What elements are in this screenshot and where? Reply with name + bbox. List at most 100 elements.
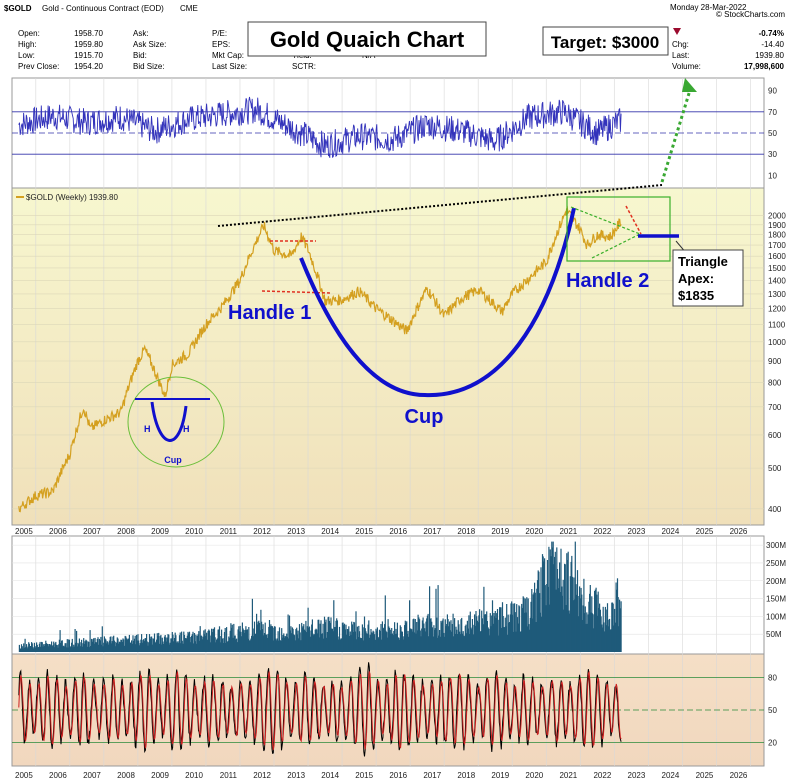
- volume-bar: [51, 646, 53, 652]
- volume-bar: [164, 635, 166, 652]
- volume-bar: [100, 636, 102, 652]
- volume-bar: [102, 646, 104, 652]
- volume-bar: [121, 642, 123, 652]
- volume-bar: [130, 642, 132, 652]
- volume-bar: [393, 630, 395, 652]
- volume-bar: [68, 639, 70, 652]
- volume-bar: [253, 628, 255, 652]
- volume-bar: [308, 627, 310, 652]
- volume-bar: [489, 635, 491, 652]
- volume-bar: [77, 642, 79, 652]
- volume-bar: [186, 635, 188, 652]
- volume-bar: [609, 629, 611, 652]
- volume-bar: [569, 576, 571, 652]
- volume-bar: [563, 609, 565, 652]
- volume-bar: [591, 613, 594, 652]
- volume-bar: [44, 644, 46, 652]
- volume-bar: [78, 644, 80, 652]
- volume-bar: [106, 643, 108, 652]
- x-tick-label-top: 2016: [389, 527, 407, 536]
- volume-bar: [173, 641, 175, 652]
- volume-bar: [84, 641, 86, 652]
- volume-bar: [411, 629, 413, 652]
- volume-bar: [536, 588, 538, 652]
- volume-bar: [222, 638, 224, 652]
- volume-bar: [618, 626, 620, 652]
- volume-bar: [416, 630, 418, 652]
- volume-bar: [359, 637, 361, 652]
- volume-bar: [597, 591, 599, 652]
- volume-bar: [137, 634, 139, 652]
- volume-bar: [495, 618, 497, 652]
- volume-bar: [278, 640, 280, 652]
- triangle-red-arrow: [625, 205, 642, 235]
- volume-bar: [436, 637, 438, 652]
- volume-bar: [463, 635, 465, 652]
- volume-bar: [141, 642, 143, 652]
- volume-bar: [160, 634, 162, 652]
- volume-bar: [394, 633, 396, 652]
- volume-bar: [228, 636, 230, 652]
- volume-bar: [291, 633, 293, 652]
- high-value: 1959.80: [74, 40, 103, 49]
- volume-bar: [304, 630, 306, 652]
- volume-bar: [263, 635, 265, 652]
- volume-bar: [96, 639, 98, 652]
- volume-bar: [259, 630, 261, 652]
- volume-bar: [183, 631, 185, 652]
- volume-bar: [554, 556, 556, 652]
- volume-bar: [519, 606, 521, 652]
- volume-bar: [441, 620, 443, 652]
- volume-bar: [326, 637, 328, 652]
- volume-bar: [499, 607, 501, 652]
- volume-bar: [481, 618, 483, 652]
- volume-bar: [301, 622, 303, 652]
- chg-label: Chg:: [672, 40, 689, 49]
- volume-bar: [340, 638, 342, 652]
- volume-bar: [366, 634, 368, 652]
- volume-bar: [70, 646, 72, 652]
- volume-bar: [143, 641, 146, 652]
- volume-bar: [568, 610, 570, 652]
- volume-bar: [120, 639, 122, 652]
- x-tick-label-top: 2012: [253, 527, 271, 536]
- volume-bar: [258, 622, 261, 652]
- volume-bar: [534, 582, 536, 652]
- volume-bar: [401, 631, 403, 652]
- volume-bar: [196, 643, 198, 652]
- volume-bar: [55, 641, 57, 652]
- volume-bar: [326, 632, 328, 652]
- percent-change: -0.74%: [759, 29, 784, 38]
- volume-bar: [543, 561, 545, 652]
- volume-bar: [461, 633, 463, 652]
- volume-bar: [368, 620, 370, 652]
- volume-bar: [41, 642, 43, 652]
- triangle-label-1: Triangle: [678, 254, 728, 269]
- volume-bar: [145, 638, 147, 652]
- volume-bar: [332, 631, 334, 652]
- volume-bar: [125, 636, 127, 652]
- x-tick-label-bottom: 2022: [593, 771, 611, 780]
- volume-bar: [598, 607, 600, 652]
- volume-bar: [424, 628, 426, 652]
- volume-bar: [129, 642, 131, 652]
- volume-bar: [553, 564, 555, 652]
- volume-bar: [396, 622, 398, 652]
- volume-bar: [446, 614, 448, 652]
- volume-bar: [311, 624, 313, 652]
- volume-bar: [201, 639, 203, 652]
- x-tick-label-bottom: 2013: [287, 771, 305, 780]
- volume-bar: [176, 641, 178, 652]
- volume-bar: [501, 627, 503, 652]
- volume-bar: [500, 607, 502, 652]
- volume-bar: [124, 635, 126, 652]
- volume-bar: [208, 630, 211, 652]
- volume-bar: [582, 605, 584, 652]
- volume-bar: [482, 624, 484, 652]
- volume-bar: [93, 638, 95, 652]
- handle1-bottom-line: [261, 290, 331, 294]
- eps-label: EPS:: [212, 40, 230, 49]
- volume-bar: [439, 630, 441, 652]
- volume-bar: [69, 647, 71, 652]
- volume-bar: [96, 642, 98, 652]
